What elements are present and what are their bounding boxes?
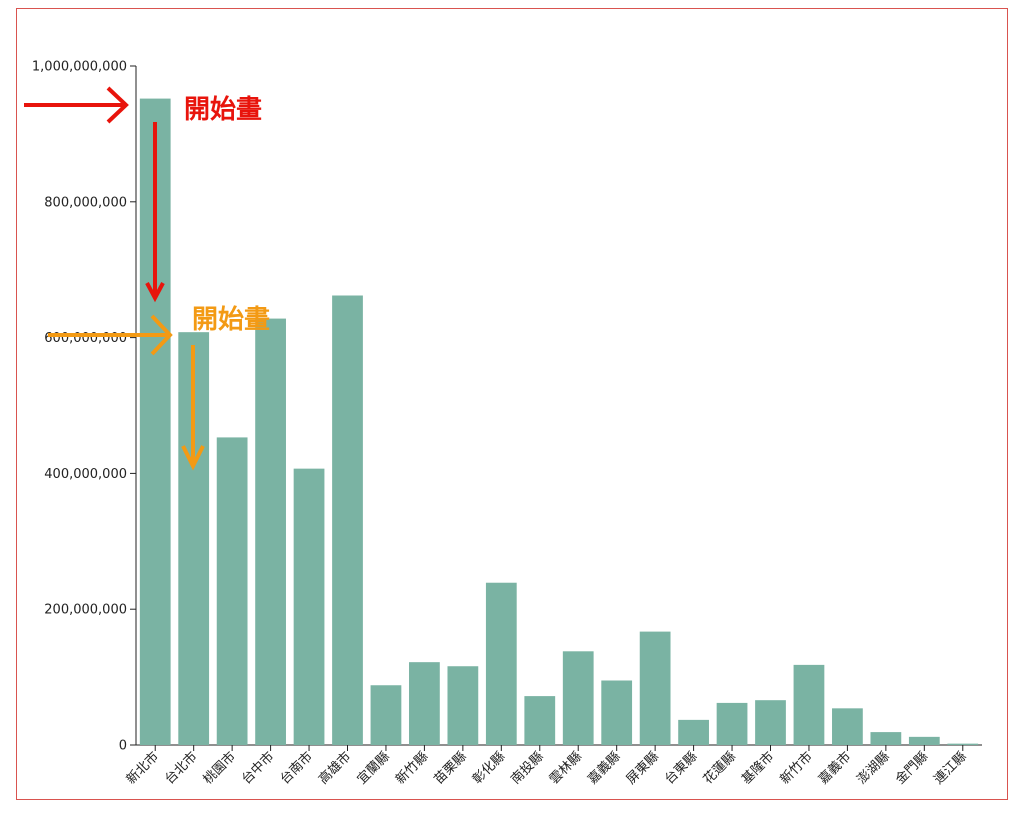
- bar: [793, 664, 825, 745]
- annotations: 開始畫 開始畫: [24, 86, 270, 471]
- x-tick-label: 金門縣: [892, 749, 931, 788]
- red-annotation-text: 開始畫: [184, 95, 262, 125]
- bar: [678, 719, 709, 745]
- x-tick-label: 嘉義縣: [585, 749, 624, 788]
- x-tick-label: 宜蘭縣: [354, 749, 393, 788]
- x-tick-label: 彰化縣: [469, 749, 508, 788]
- bar: [639, 631, 671, 745]
- bar: [947, 743, 979, 745]
- x-tick-label: 雲林縣: [547, 749, 585, 787]
- x-tick-label: 苗栗縣: [431, 749, 469, 787]
- bar: [370, 685, 402, 745]
- x-tick-label: 台中市: [239, 749, 278, 788]
- x-tick-label: 嘉義市: [815, 749, 854, 788]
- red-down-arrow-icon: [145, 122, 165, 303]
- x-tick-label: 新北市: [123, 749, 162, 788]
- bar: [409, 662, 440, 745]
- x-tick-label: 花蓮縣: [700, 749, 739, 788]
- x-tick-label: 南投縣: [508, 749, 547, 788]
- chart-frame: [16, 8, 1008, 800]
- bar: [601, 680, 633, 745]
- bar: [832, 708, 863, 745]
- bar: [562, 651, 594, 745]
- x-tick-label: 台北市: [162, 749, 201, 788]
- orange-annotation-text: 開始畫: [192, 305, 270, 335]
- y-tick-label: 200,000,000: [44, 603, 127, 618]
- x-tick-label: 屏東縣: [623, 749, 662, 788]
- bar: [524, 696, 556, 745]
- bar: [332, 295, 363, 745]
- bar: [870, 732, 902, 745]
- x-tick-label: 基隆市: [738, 749, 777, 788]
- y-tick-label: 800,000,000: [44, 195, 127, 210]
- x-axis: 新北市 台北市 桃園市 台中市 台南市 高雄市 宜蘭縣 新竹縣 苗栗縣 彰化縣 南投縣 雲林縣 嘉義縣屏…: [123, 744, 982, 788]
- x-tick-label: 桃園市: [200, 749, 239, 788]
- bar: [293, 468, 325, 745]
- bar: [447, 666, 479, 745]
- bar: [485, 582, 517, 745]
- bar: [216, 437, 248, 745]
- y-tick-label: 1,000,000,000: [32, 60, 127, 75]
- y-axis: 0200,000,000400,000,000600,000,000800,00…: [32, 60, 137, 754]
- y-tick-label: 0: [119, 739, 127, 754]
- x-tick-label: 澎湖縣: [854, 749, 892, 787]
- orange-down-arrow-icon: [181, 345, 205, 471]
- red-right-arrow-icon: [24, 86, 129, 124]
- x-tick-label: 連江縣: [931, 749, 969, 787]
- x-tick-label: 高雄市: [315, 749, 354, 788]
- bar: [716, 702, 748, 745]
- x-tick-label: 新竹市: [777, 749, 816, 788]
- x-tick-label: 台南市: [277, 749, 316, 788]
- bar: [908, 736, 940, 745]
- bar: [255, 318, 286, 745]
- bars: [139, 98, 979, 746]
- x-tick-label: 新竹縣: [392, 749, 431, 788]
- x-tick-label: 台東縣: [662, 749, 701, 788]
- y-tick-label: 400,000,000: [44, 467, 127, 482]
- bar: [755, 700, 786, 745]
- orange-right-arrow-icon: [48, 314, 173, 356]
